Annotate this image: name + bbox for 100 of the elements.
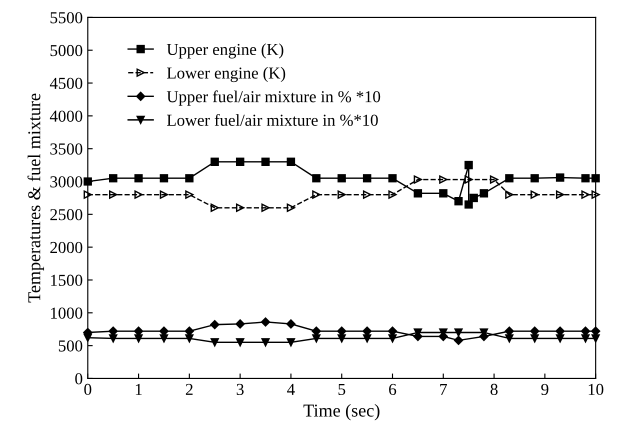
x-tick-label: 6 (389, 384, 396, 396)
point (210, 338, 219, 347)
point (530, 190, 539, 199)
legend-label: Upper fuel/air mixture in % *10 (166, 90, 380, 106)
point (505, 174, 514, 182)
point (109, 174, 118, 182)
y-tick-label: 4500 (50, 78, 82, 89)
point (312, 334, 320, 343)
legend-label: Upper engine (K) (166, 43, 284, 58)
point (530, 334, 539, 343)
point (480, 189, 488, 198)
x-tick-label: 1 (136, 384, 142, 395)
point (210, 204, 219, 212)
y-tick-label: 2500 (50, 209, 82, 220)
point (338, 190, 346, 199)
point (454, 336, 464, 345)
point (286, 204, 296, 212)
point (84, 334, 92, 342)
point (109, 190, 118, 199)
x-tick-label: 8 (490, 384, 498, 396)
point (470, 194, 478, 202)
point (185, 334, 194, 343)
point (160, 190, 168, 199)
point (185, 174, 194, 182)
point (286, 338, 296, 347)
point (464, 200, 473, 209)
y-tick-label: 0 (75, 373, 82, 384)
point (260, 317, 270, 327)
y-tick-label: 5000 (50, 44, 82, 56)
point (109, 334, 118, 343)
y-tick-label: 3000 (50, 176, 82, 188)
y-tick-label: 1500 (51, 274, 82, 286)
point (414, 175, 422, 184)
point (556, 190, 564, 199)
y-tick-label: 5500 (50, 12, 82, 24)
point (388, 334, 397, 343)
point (591, 190, 600, 199)
point (464, 160, 473, 170)
point (580, 326, 590, 336)
point (312, 174, 320, 182)
x-tick-label: 3 (236, 384, 244, 396)
point (490, 175, 498, 184)
x-tick-label: 4 (287, 384, 295, 395)
point (439, 189, 448, 198)
point (134, 326, 144, 336)
point (454, 328, 463, 337)
point (591, 334, 600, 343)
point (439, 175, 448, 184)
point (581, 190, 590, 199)
point (338, 174, 346, 182)
point (530, 174, 539, 182)
point (454, 197, 463, 206)
point (556, 173, 564, 182)
x-tick-label: 9 (541, 384, 548, 396)
point (261, 158, 270, 166)
point (464, 175, 473, 184)
point (185, 190, 194, 199)
y-axis-title: Temperatures & fuel mixture (27, 94, 44, 302)
x-tick-label: 10 (588, 384, 604, 396)
point (236, 204, 244, 212)
y-tick-label: 500 (58, 340, 82, 352)
point (362, 190, 372, 199)
point (388, 326, 398, 336)
legend-label: Lower fuel/air mixture in %*10 (166, 114, 378, 126)
point (388, 190, 397, 199)
point (236, 319, 245, 329)
point (581, 334, 590, 343)
point (312, 190, 320, 199)
point (414, 189, 422, 198)
point (134, 174, 143, 182)
point (236, 338, 244, 347)
point (159, 326, 169, 336)
x-tick-label: 0 (84, 384, 92, 396)
y-tick-label: 1000 (51, 308, 82, 319)
point (134, 190, 143, 199)
point (362, 326, 372, 336)
point (84, 190, 92, 199)
x-axis-title: Time (sec) (304, 404, 380, 420)
point (210, 158, 219, 166)
legend-label: Lower engine (K) (166, 66, 286, 82)
point (362, 334, 372, 343)
point (160, 174, 168, 182)
point (286, 319, 296, 329)
y-tick-label: 4000 (50, 110, 82, 122)
point (236, 158, 244, 166)
point (210, 320, 220, 330)
y-tick-label: 2000 (50, 242, 82, 254)
point (505, 190, 514, 199)
point (160, 334, 168, 343)
point (261, 338, 270, 347)
y-tick-label: 3500 (50, 143, 82, 155)
x-tick-label: 2 (186, 384, 193, 395)
point (286, 158, 296, 166)
point (362, 174, 372, 182)
point (338, 334, 346, 343)
point (134, 334, 143, 343)
point (591, 174, 600, 182)
x-tick-label: 5 (338, 384, 346, 396)
point (581, 174, 590, 182)
point (388, 174, 397, 182)
